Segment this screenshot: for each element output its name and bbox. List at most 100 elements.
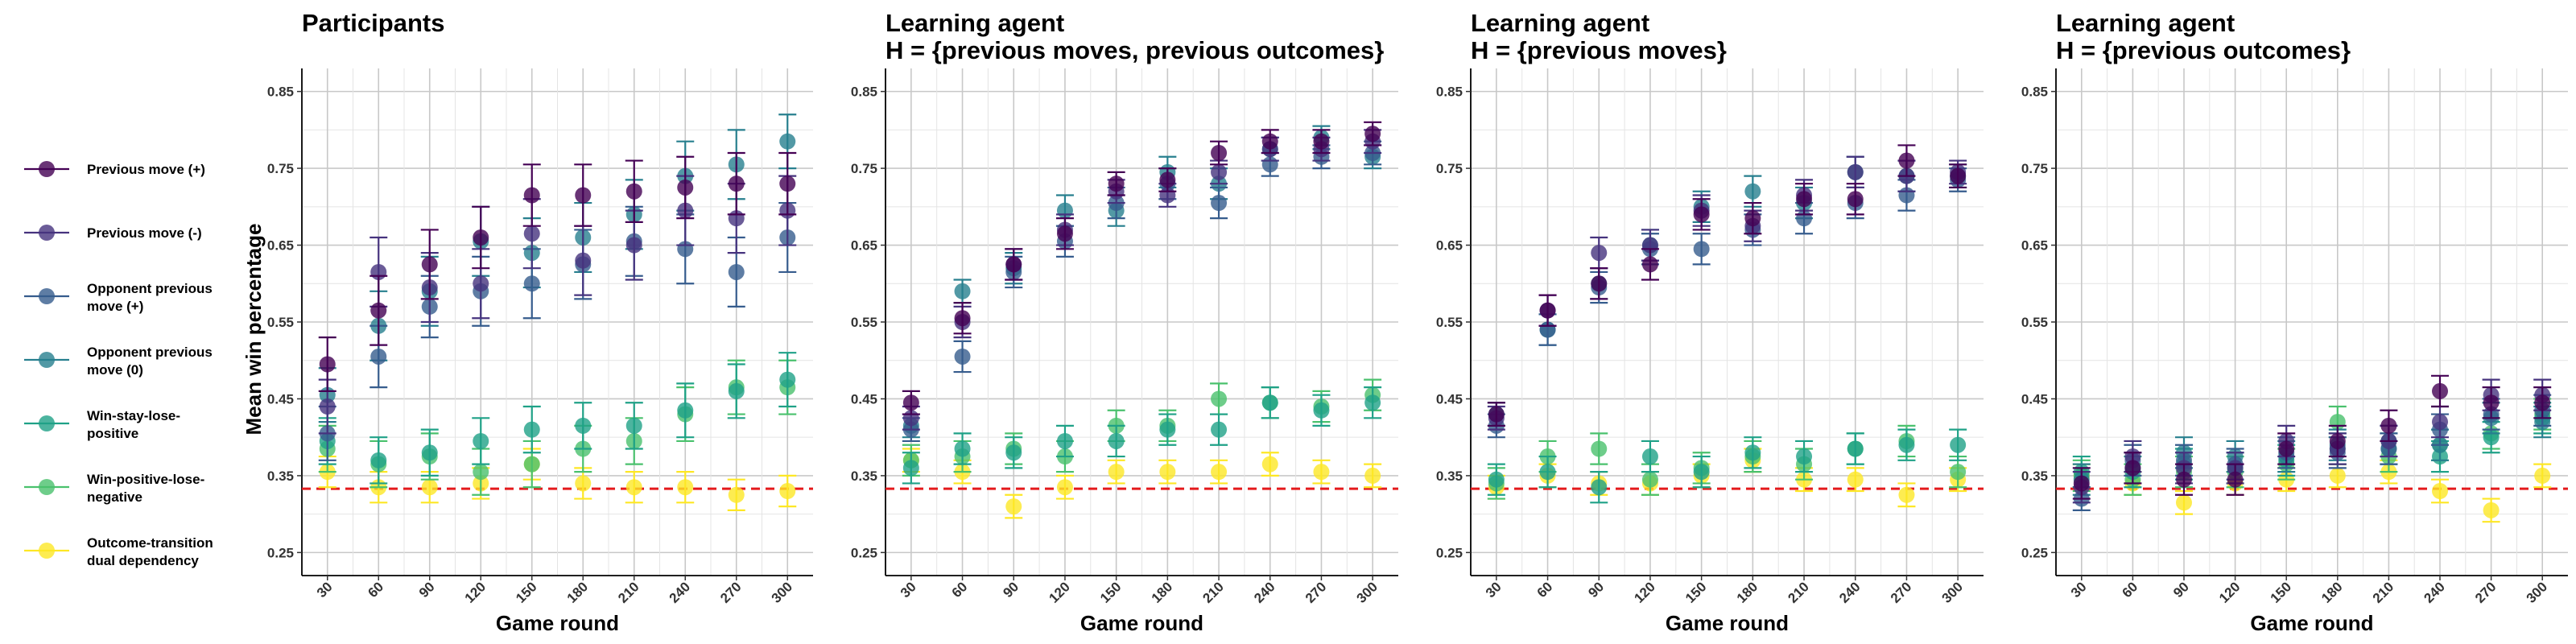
legend-marker (39, 415, 55, 431)
y-tick-label: 0.35 (851, 469, 877, 484)
legend: Previous move (+) Previous move (-) Oppone… (24, 161, 213, 568)
data-point (728, 263, 745, 280)
data-point (319, 356, 336, 373)
y-tick-label: 0.25 (1436, 545, 1463, 560)
data-point (370, 302, 387, 319)
y-tick-label: 0.25 (267, 545, 294, 560)
legend-item: Previous move (-) (24, 225, 202, 241)
x-tick-label: 90 (2170, 579, 2192, 601)
data-point (902, 460, 919, 477)
data-point (473, 464, 489, 481)
data-point (575, 417, 592, 434)
y-tick-label: 0.65 (267, 238, 294, 254)
y-tick-label: 0.75 (2021, 161, 2048, 176)
data-point (2124, 460, 2141, 477)
legend-item: Win-positive-lose-negative (24, 472, 204, 505)
data-point (421, 256, 438, 273)
data-point (1591, 245, 1608, 262)
x-tick-label: 270 (2472, 579, 2499, 605)
data-point (1056, 225, 1073, 242)
data-point (1847, 191, 1864, 208)
series (318, 151, 797, 393)
data-point (575, 475, 592, 492)
x-tick-label: 30 (2068, 579, 2090, 601)
series (318, 352, 797, 485)
x-tick-label: 240 (667, 579, 693, 605)
data-point (1108, 464, 1125, 481)
x-tick-label: 150 (513, 579, 539, 605)
chart-panel: Participants 0.25 0.35 0.45 0.55 0.65 0.75 0.85… (267, 9, 813, 635)
legend-label-line: Opponent previous (87, 345, 213, 360)
data-point (523, 275, 540, 292)
data-point (473, 275, 489, 292)
data-point (2329, 432, 2346, 449)
legend-label-line: dual dependency (87, 553, 199, 568)
x-tick-label: 270 (1888, 579, 1914, 605)
data-point (1159, 464, 1176, 481)
x-axis-title: Game round (496, 611, 619, 635)
series (902, 386, 1382, 485)
data-point (1108, 175, 1125, 192)
data-point (779, 133, 796, 150)
y-tick-label: 0.85 (2021, 85, 2048, 100)
series (1487, 144, 1967, 427)
data-point (1591, 440, 1608, 457)
data-point (1539, 464, 1556, 481)
panel-title: Participants (302, 9, 444, 37)
data-point (1847, 163, 1864, 180)
data-point (677, 479, 694, 496)
data-point (575, 187, 592, 204)
y-tick-label: 0.45 (2021, 391, 2048, 407)
data-point (677, 402, 694, 419)
data-point (523, 225, 540, 242)
x-tick-label: 180 (1734, 579, 1761, 605)
y-tick-label: 0.75 (1436, 161, 1463, 176)
data-point (728, 382, 745, 399)
x-tick-label: 210 (2370, 579, 2396, 605)
data-point (1159, 421, 1176, 438)
data-point (1211, 464, 1228, 481)
data-point (2176, 494, 2192, 511)
data-point (1898, 152, 1915, 169)
data-point (1261, 133, 1278, 150)
x-tick-label: 120 (2216, 579, 2243, 605)
y-tick-label: 0.35 (1436, 469, 1463, 484)
legend-label: Win-positive-lose-negative (87, 472, 204, 505)
y-tick-label: 0.55 (267, 315, 294, 330)
data-point (1744, 444, 1761, 461)
x-tick-label: 270 (1302, 579, 1329, 605)
legend-label-line: Outcome-transition (87, 535, 213, 551)
data-point (1950, 167, 1967, 184)
data-point (1591, 275, 1608, 292)
data-point (728, 175, 745, 192)
legend-label: Opponent previous move (0) (87, 345, 213, 378)
data-point (473, 229, 489, 246)
x-tick-label: 30 (898, 579, 919, 601)
data-point (728, 486, 745, 503)
panels: Participants 0.25 0.35 0.45 0.55 0.65 0.75 0.85… (267, 9, 2568, 635)
legend-label-line: move (0) (87, 362, 143, 378)
data-point (421, 479, 438, 496)
legend-label-line: Win-positive-lose- (87, 472, 204, 487)
legend-marker (39, 543, 55, 559)
x-tick-label: 150 (1682, 579, 1709, 605)
data-point (1211, 145, 1228, 161)
y-tick-label: 0.85 (851, 85, 877, 100)
data-point (1693, 206, 1710, 223)
panel-title: Learning agent (886, 9, 1064, 37)
data-point (1211, 163, 1228, 180)
y-tick-label: 0.85 (267, 85, 294, 100)
legend-marker (39, 288, 55, 304)
legend-item: Opponent previous move (0) (24, 345, 213, 378)
legend-label-line: negative (87, 489, 142, 505)
panel-subtitle: H = {previous moves} (1471, 36, 1727, 64)
data-point (1693, 464, 1710, 481)
data-point (319, 398, 336, 415)
data-point (1641, 256, 1658, 273)
data-point (1313, 464, 1330, 481)
data-point (625, 237, 642, 254)
legend-item: Opponent previous move (+) (24, 281, 213, 314)
series (2072, 374, 2552, 500)
data-point (954, 440, 971, 457)
